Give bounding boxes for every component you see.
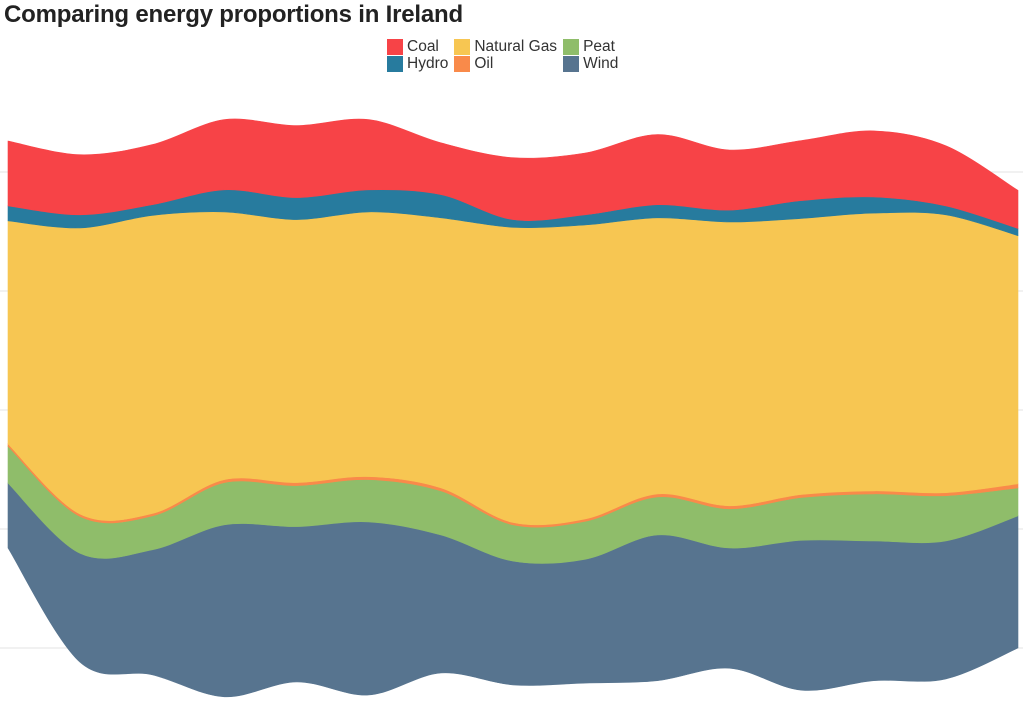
legend-item-oil: Oil [454,55,557,72]
legend-swatch-peat [563,38,580,55]
legend-swatch-natural-gas [454,38,471,55]
legend-swatch-wind [563,55,580,72]
stream-area-coal [7,118,1019,229]
legend-item-peat: Peat [563,38,618,55]
legend-label-natural-gas: Natural Gas [474,37,558,55]
stream-areas [7,118,1019,698]
legend-label-peat: Peat [583,37,615,55]
legend-item-hydro: Hydro [387,55,448,72]
legend-item-wind: Wind [563,55,618,72]
legend-swatch-oil [454,55,471,72]
legend: Coal Natural Gas Peat Hydro Oil Wind [387,38,618,72]
chart-title: Comparing energy proportions in Ireland [4,1,463,28]
legend-label-oil: Oil [474,54,494,72]
legend-item-natural-gas: Natural Gas [454,38,557,55]
legend-swatch-hydro [387,55,403,72]
legend-swatch-coal [387,38,403,55]
legend-label-hydro: Hydro [407,54,449,72]
legend-label-coal: Coal [407,37,439,55]
stream-area-natural-gas [7,211,1019,526]
legend-label-wind: Wind [583,54,619,72]
legend-item-coal: Coal [387,38,448,55]
